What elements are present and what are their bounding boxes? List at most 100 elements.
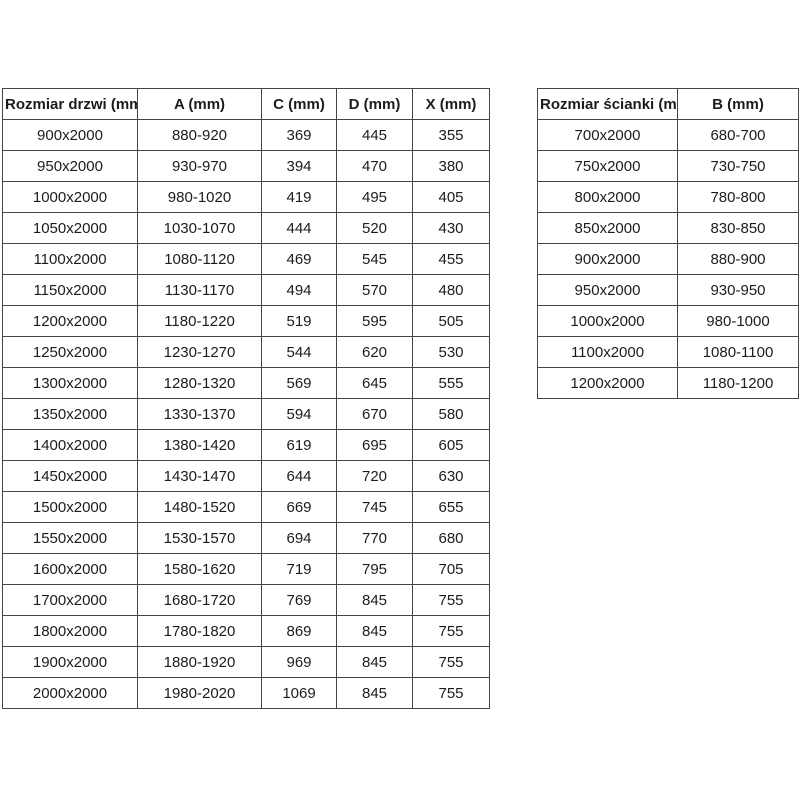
table-cell: 1080-1120	[137, 243, 262, 275]
table-cell: 405	[412, 181, 490, 213]
table-cell: 845	[336, 646, 413, 678]
table-cell: 930-970	[137, 150, 262, 182]
table-row: 1550x2000 1530-1570 694 770 680	[2, 522, 490, 554]
table-row: 1600x2000 1580-1620 719 795 705	[2, 553, 490, 585]
table-row: 1000x2000 980-1020 419 495 405	[2, 181, 490, 213]
table-cell: 1030-1070	[137, 212, 262, 244]
table-cell: 780-800	[677, 181, 799, 213]
table-cell: 369	[261, 119, 337, 151]
table-cell: 519	[261, 305, 337, 337]
table-row: 850x2000 830-850	[537, 212, 799, 244]
table-cell: 750x2000	[537, 150, 678, 182]
table-cell: 730-750	[677, 150, 799, 182]
table-cell: 1050x2000	[2, 212, 138, 244]
table-row: 1200x2000 1180-1220 519 595 505	[2, 305, 490, 337]
table-cell: 755	[412, 584, 490, 616]
column-header: B (mm)	[677, 88, 799, 120]
table-row: 950x2000 930-950	[537, 274, 799, 306]
table-row: 1300x2000 1280-1320 569 645 555	[2, 367, 490, 399]
table-cell: 694	[261, 522, 337, 554]
table-cell: 380	[412, 150, 490, 182]
table-cell: 544	[261, 336, 337, 368]
table-cell: 1130-1170	[137, 274, 262, 306]
table-cell: 1150x2000	[2, 274, 138, 306]
table-cell: 969	[261, 646, 337, 678]
table-cell: 430	[412, 212, 490, 244]
table-cell: 1100x2000	[2, 243, 138, 275]
table-row: 750x2000 730-750	[537, 150, 799, 182]
table-cell: 950x2000	[537, 274, 678, 306]
table-cell: 1900x2000	[2, 646, 138, 678]
table-cell: 755	[412, 615, 490, 647]
table-cell: 1480-1520	[137, 491, 262, 523]
table-row: 900x2000 880-920 369 445 355	[2, 119, 490, 151]
column-header: Rozmiar drzwi (mm)	[2, 88, 138, 120]
table-cell: 1230-1270	[137, 336, 262, 368]
table-cell: 394	[261, 150, 337, 182]
table-row: 1000x2000 980-1000	[537, 305, 799, 337]
table-row: 1100x2000 1080-1120 469 545 455	[2, 243, 490, 275]
table-row: 1150x2000 1130-1170 494 570 480	[2, 274, 490, 306]
table-cell: 470	[336, 150, 413, 182]
table-cell: 1600x2000	[2, 553, 138, 585]
table-cell: 2000x2000	[2, 677, 138, 709]
table-cell: 695	[336, 429, 413, 461]
table-cell: 355	[412, 119, 490, 151]
table-cell: 769	[261, 584, 337, 616]
table-cell: 845	[336, 584, 413, 616]
table-cell: 595	[336, 305, 413, 337]
table-cell: 1800x2000	[2, 615, 138, 647]
column-header: Rozmiar ścianki (mm)	[537, 88, 678, 120]
table-cell: 680-700	[677, 119, 799, 151]
table-row: 1050x2000 1030-1070 444 520 430	[2, 212, 490, 244]
door-size-table: Rozmiar drzwi (mm) A (mm) C (mm) D (mm) X (m…	[2, 88, 490, 709]
table-cell: 1280-1320	[137, 367, 262, 399]
table-cell: 830-850	[677, 212, 799, 244]
table-row: 1800x2000 1780-1820 869 845 755	[2, 615, 490, 647]
table-cell: 1200x2000	[2, 305, 138, 337]
table-row: 700x2000 680-700	[537, 119, 799, 151]
table-cell: 700x2000	[537, 119, 678, 151]
table-cell: 1500x2000	[2, 491, 138, 523]
table-cell: 1080-1100	[677, 336, 799, 368]
table-row: 1250x2000 1230-1270 544 620 530	[2, 336, 490, 368]
table-cell: 705	[412, 553, 490, 585]
table-cell: 880-920	[137, 119, 262, 151]
table-cell: 1680-1720	[137, 584, 262, 616]
table-cell: 580	[412, 398, 490, 430]
table-cell: 1400x2000	[2, 429, 138, 461]
table-cell: 1580-1620	[137, 553, 262, 585]
table-cell: 745	[336, 491, 413, 523]
table-cell: 1980-2020	[137, 677, 262, 709]
wall-size-table: Rozmiar ścianki (mm)B (mm) 700x2000680-7…	[537, 88, 799, 399]
table-cell: 494	[261, 274, 337, 306]
table-cell: 505	[412, 305, 490, 337]
table-cell: 555	[412, 367, 490, 399]
table-cell: 680	[412, 522, 490, 554]
table-cell: 1450x2000	[2, 460, 138, 492]
table-cell: 845	[336, 677, 413, 709]
table-cell: 670	[336, 398, 413, 430]
table-cell: 605	[412, 429, 490, 461]
table-cell: 469	[261, 243, 337, 275]
table-cell: 850x2000	[537, 212, 678, 244]
table-cell: 900x2000	[2, 119, 138, 151]
table-cell: 1530-1570	[137, 522, 262, 554]
table-cell: 645	[336, 367, 413, 399]
table-cell: 770	[336, 522, 413, 554]
table-cell: 1700x2000	[2, 584, 138, 616]
table-row: 1200x2000 1180-1200	[537, 367, 799, 399]
table-cell: 719	[261, 553, 337, 585]
table-row: 1500x2000 1480-1520 669 745 655	[2, 491, 490, 523]
table-cell: 1780-1820	[137, 615, 262, 647]
table-row: 800x2000 780-800	[537, 181, 799, 213]
table-cell: 1069	[261, 677, 337, 709]
table-cell: 1000x2000	[537, 305, 678, 337]
column-header: C (mm)	[261, 88, 337, 120]
table-cell: 900x2000	[537, 243, 678, 275]
table-cell: 1180-1200	[677, 367, 799, 399]
table-cell: 1380-1420	[137, 429, 262, 461]
table-row: 1700x2000 1680-1720 769 845 755	[2, 584, 490, 616]
table-cell: 530	[412, 336, 490, 368]
table-cell: 644	[261, 460, 337, 492]
